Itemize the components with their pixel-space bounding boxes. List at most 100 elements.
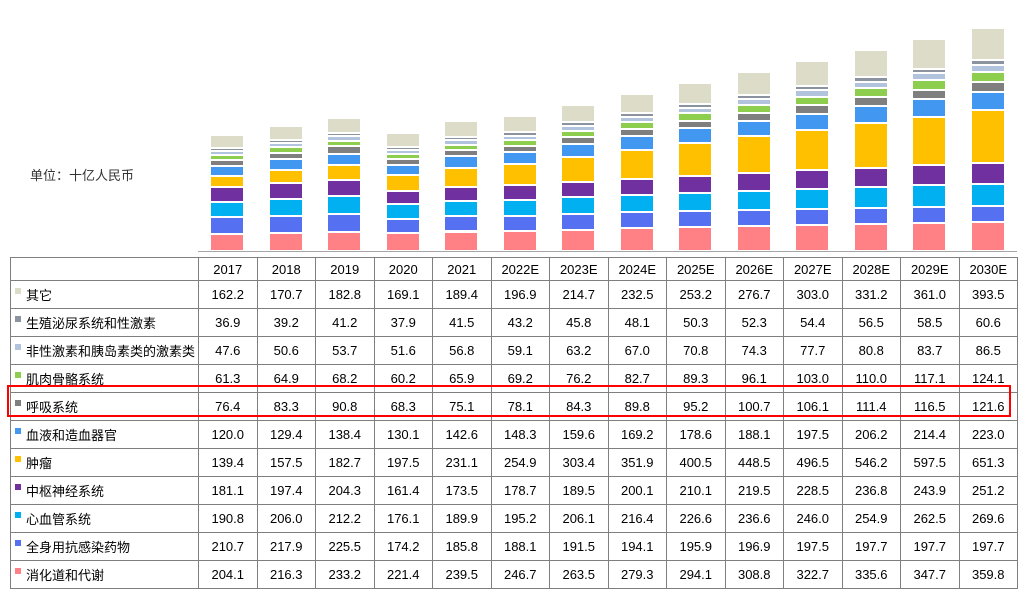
value-cell-其它-2026E: 276.7 <box>724 280 784 309</box>
value-cell-肿瘤-2021: 231.1 <box>432 448 492 477</box>
series-label: 其它 <box>26 288 53 303</box>
value-cell-消化道和代谢-2021: 239.5 <box>432 560 492 589</box>
bar-segment-生殖泌尿系统和性激素-2023E <box>561 122 596 126</box>
value-cell-生殖泌尿系统和性激素-2028E: 56.5 <box>841 308 901 337</box>
bar-segment-非性激素和胰岛素类的激素类-2028E <box>853 81 888 89</box>
series-label-cell: 中枢神经系统 <box>10 476 199 505</box>
bar-segment-肿瘤-2027E <box>795 129 830 171</box>
value-cell-呼吸系统-2029E: 116.5 <box>900 392 960 421</box>
series-label: 呼吸系统 <box>26 400 79 415</box>
bar-segment-消化道和代谢-2027E <box>795 224 830 251</box>
bar-segment-呼吸系统-2022E <box>502 145 537 153</box>
bar-segment-心血管系统-2019 <box>327 196 362 214</box>
value-cell-非性激素和胰岛素类的激素类-2018: 50.6 <box>256 336 316 365</box>
value-cell-消化道和代谢-2026E: 308.8 <box>724 560 784 589</box>
bar-segment-中枢神经系统-2020 <box>385 191 420 205</box>
bar-segment-生殖泌尿系统和性激素-2022E <box>502 132 537 136</box>
bar-segment-心血管系统-2017 <box>210 201 245 218</box>
bar-segment-血液和造血器官-2024E <box>619 136 654 150</box>
bar-segment-生殖泌尿系统和性激素-2029E <box>912 68 947 74</box>
value-cell-呼吸系统-2027E: 106.1 <box>783 392 843 421</box>
bar-segment-肌肉骨骼系统-2027E <box>795 96 830 105</box>
value-cell-肌肉骨骼系统-2019: 68.2 <box>315 364 375 393</box>
value-cell-生殖泌尿系统和性激素-2022E: 43.2 <box>490 308 550 337</box>
value-cell-生殖泌尿系统和性激素-2023E: 45.8 <box>549 308 609 337</box>
bar-segment-生殖泌尿系统和性激素-2017 <box>210 147 245 151</box>
year-header-2022E: 2022E <box>490 257 550 281</box>
bar-segment-全身用抗感染药物-2030E <box>970 205 1005 222</box>
legend-marker-icon <box>15 400 21 406</box>
value-cell-心血管系统-2029E: 262.5 <box>900 504 960 533</box>
bar-segment-全身用抗感染药物-2029E <box>912 206 947 223</box>
bar-segment-其它-2028E <box>853 50 888 78</box>
value-cell-全身用抗感染药物-2025E: 195.9 <box>666 532 726 561</box>
year-header-2020: 2020 <box>373 257 433 281</box>
bar-segment-消化道和代谢-2022E <box>502 230 537 251</box>
value-cell-心血管系统-2027E: 246.0 <box>783 504 843 533</box>
series-row-呼吸系统: 呼吸系统 76.4 83.3 90.8 68.3 75.1 78.1 84.3 89.8 95.2… <box>10 392 1018 421</box>
value-cell-全身用抗感染药物-2028E: 197.7 <box>841 532 901 561</box>
legend-marker-icon <box>15 372 21 378</box>
bar-segment-呼吸系统-2026E <box>736 112 771 121</box>
value-cell-消化道和代谢-2028E: 335.6 <box>841 560 901 589</box>
value-cell-非性激素和胰岛素类的激素类-2023E: 63.2 <box>549 336 609 365</box>
value-cell-消化道和代谢-2027E: 322.7 <box>783 560 843 589</box>
bar-segment-肿瘤-2022E <box>502 164 537 186</box>
value-cell-其它-2020: 169.1 <box>373 280 433 309</box>
bar-segment-其它-2026E <box>736 72 771 95</box>
bar-segment-非性激素和胰岛素类的激素类-2018 <box>268 143 303 148</box>
bar-segment-心血管系统-2024E <box>619 194 654 213</box>
series-row-血液和造血器官: 血液和造血器官 120.0 129.4 138.4 130.1 142.6 148.3 159… <box>10 420 1018 449</box>
value-cell-其它-2028E: 331.2 <box>841 280 901 309</box>
value-cell-消化道和代谢-2020: 221.4 <box>373 560 433 589</box>
bar-segment-中枢神经系统-2027E <box>795 170 830 189</box>
bar-segment-血液和造血器官-2019 <box>327 153 362 165</box>
series-label-cell: 呼吸系统 <box>10 392 199 421</box>
value-cell-心血管系统-2020: 176.1 <box>373 504 433 533</box>
bar-segment-生殖泌尿系统和性激素-2026E <box>736 94 771 99</box>
value-cell-呼吸系统-2025E: 95.2 <box>666 392 726 421</box>
bar-segment-肿瘤-2020 <box>385 175 420 192</box>
value-cell-呼吸系统-2020: 68.3 <box>373 392 433 421</box>
value-cell-消化道和代谢-2023E: 263.5 <box>549 560 609 589</box>
value-cell-肌肉骨骼系统-2023E: 76.2 <box>549 364 609 393</box>
bar-segment-肿瘤-2024E <box>619 149 654 179</box>
value-cell-非性激素和胰岛素类的激素类-2027E: 77.7 <box>783 336 843 365</box>
bar-segment-非性激素和胰岛素类的激素类-2025E <box>678 107 713 114</box>
bar-segment-生殖泌尿系统和性激素-2024E <box>619 112 654 117</box>
year-header-2019: 2019 <box>315 257 375 281</box>
bar-segment-心血管系统-2030E <box>970 183 1005 206</box>
value-cell-消化道和代谢-2029E: 347.7 <box>900 560 960 589</box>
table-header-row: 2017 2018 2019 2020 2021 2022E 2023E 2024E 2025E… <box>10 257 1018 281</box>
value-cell-呼吸系统-2024E: 89.8 <box>607 392 667 421</box>
bar-segment-生殖泌尿系统和性激素-2018 <box>268 140 303 144</box>
bar-segment-中枢神经系统-2025E <box>678 175 713 193</box>
value-cell-其它-2025E: 253.2 <box>666 280 726 309</box>
bar-segment-心血管系统-2026E <box>736 190 771 210</box>
bar-segment-生殖泌尿系统和性激素-2027E <box>795 85 830 91</box>
series-label-cell: 血液和造血器官 <box>10 420 199 449</box>
bar-segment-消化道和代谢-2024E <box>619 228 654 251</box>
value-cell-生殖泌尿系统和性激素-2026E: 52.3 <box>724 308 784 337</box>
series-row-全身用抗感染药物: 全身用抗感染药物 210.7 217.9 225.5 174.2 185.8 188.1 19… <box>10 532 1018 561</box>
value-cell-中枢神经系统-2027E: 228.5 <box>783 476 843 505</box>
x-axis-line <box>198 251 1017 252</box>
bar-segment-肿瘤-2026E <box>736 136 771 173</box>
bar-segment-其它-2017 <box>210 134 245 148</box>
value-cell-肌肉骨骼系统-2026E: 96.1 <box>724 364 784 393</box>
bar-segment-生殖泌尿系统和性激素-2025E <box>678 103 713 108</box>
bar-segment-全身用抗感染药物-2027E <box>795 208 830 225</box>
bar-segment-生殖泌尿系统和性激素-2019 <box>327 132 362 137</box>
bar-segment-心血管系统-2022E <box>502 199 537 216</box>
series-row-其它: 其它 162.2 170.7 182.8 169.1 189.4 196.9 214.7 232… <box>10 280 1018 309</box>
value-cell-非性激素和胰岛素类的激素类-2019: 53.7 <box>315 336 375 365</box>
value-cell-全身用抗感染药物-2020: 174.2 <box>373 532 433 561</box>
bar-segment-肿瘤-2019 <box>327 164 362 180</box>
bar-segment-消化道和代谢-2019 <box>327 232 362 251</box>
value-cell-中枢神经系统-2023E: 189.5 <box>549 476 609 505</box>
year-header-2030E: 2030E <box>958 257 1018 281</box>
value-cell-血液和造血器官-2022E: 148.3 <box>490 420 550 449</box>
value-cell-心血管系统-2026E: 236.6 <box>724 504 784 533</box>
value-cell-心血管系统-2023E: 206.1 <box>549 504 609 533</box>
value-cell-呼吸系统-2017: 76.4 <box>198 392 258 421</box>
